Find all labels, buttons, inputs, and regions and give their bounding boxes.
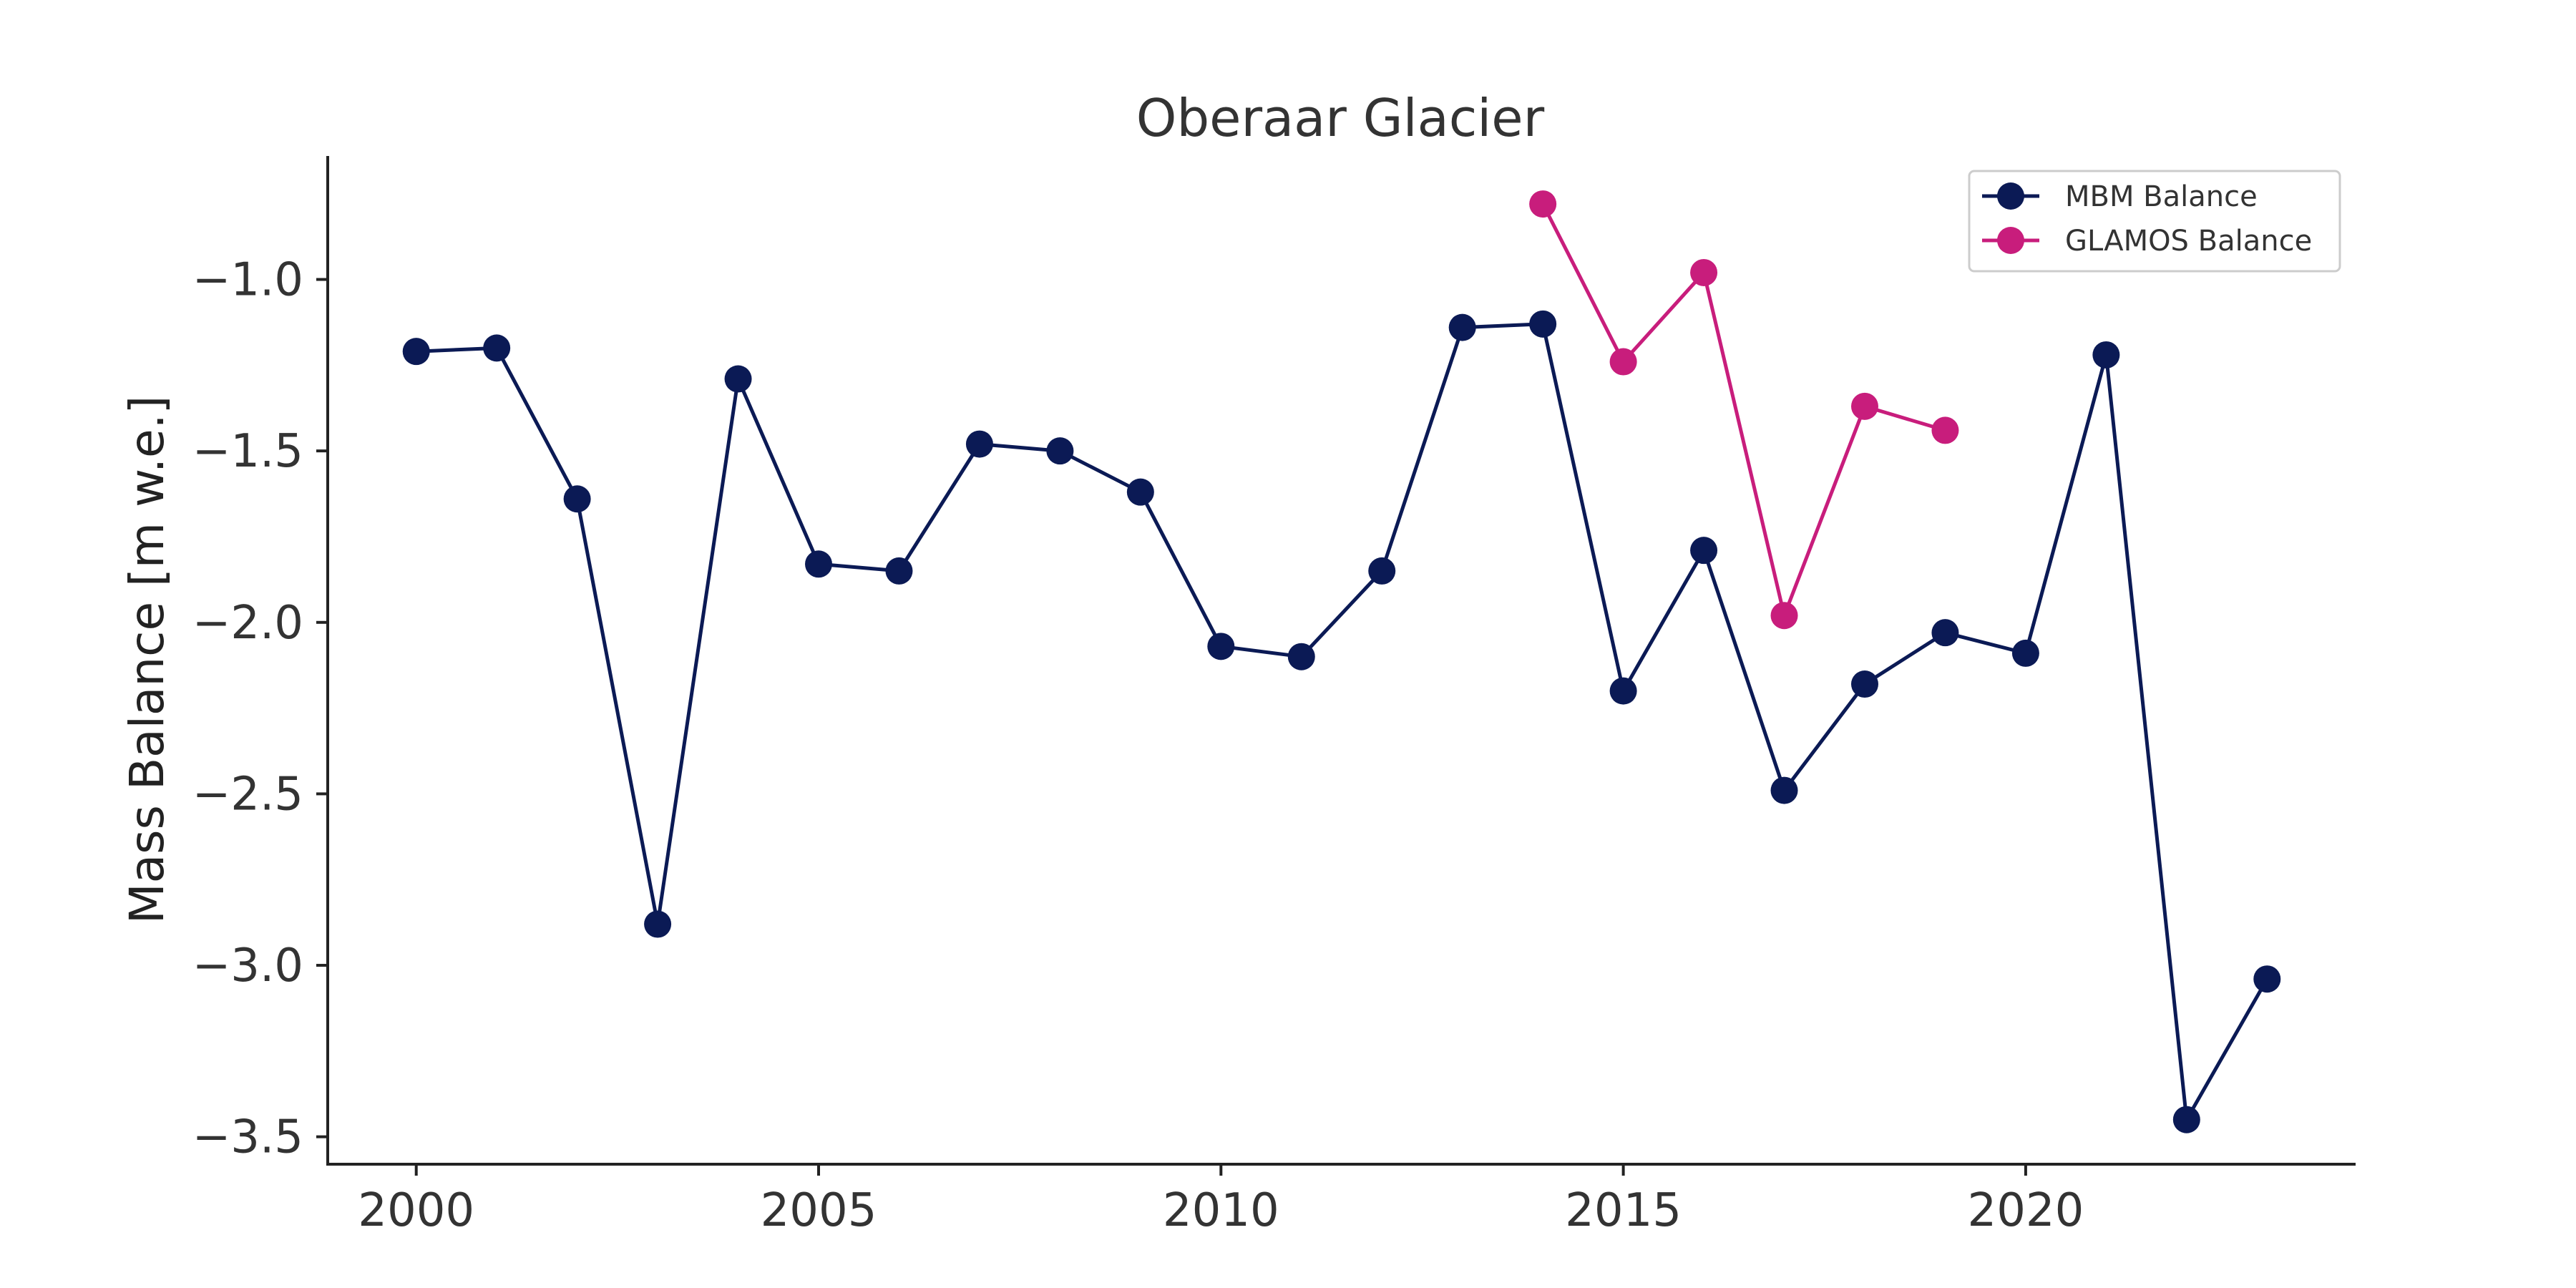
mbm-balance-point — [805, 550, 833, 578]
mbm-balance-point — [1690, 537, 1718, 565]
mbm-balance-point — [1609, 677, 1637, 705]
mbm-balance-point — [885, 557, 913, 585]
glamos-balance-line — [1541, 203, 1946, 618]
y-tick-label: −1.5 — [192, 425, 303, 478]
legend-marker-swatch — [1997, 182, 2024, 210]
glamos-balance-point — [1690, 258, 1718, 286]
mbm-balance-point — [2172, 1106, 2200, 1133]
x-tick-label: 2005 — [761, 1184, 877, 1237]
glamos-balance-point — [1770, 602, 1798, 630]
mbm-balance-point — [1207, 633, 1235, 660]
glamos-balance-point — [1850, 392, 1878, 420]
glamos-balance-point — [1931, 416, 1959, 444]
y-tick-label: −2.0 — [192, 597, 303, 650]
y-tick-label: −3.5 — [192, 1111, 303, 1164]
y-tick-label: −3.0 — [192, 940, 303, 992]
x-tick-label: 2015 — [1565, 1184, 1682, 1237]
series-layer — [402, 190, 2281, 1133]
legend-marker-swatch — [1997, 227, 2024, 254]
y-axis-label: Mass Balance [m w.e.] — [119, 396, 175, 924]
mbm-balance-point — [1850, 670, 1878, 698]
glamos-balance-point — [1529, 190, 1557, 218]
mbm-balance-line — [416, 322, 2269, 1122]
mbm-balance-point — [1368, 557, 1396, 585]
mbm-balance-series — [402, 310, 2281, 1133]
mbm-balance-point — [1931, 619, 1959, 647]
y-axis-ticks: −1.0 −1.5 −2.0 −2.5 −3.0 −3.5 — [192, 254, 328, 1164]
mbm-balance-point — [1770, 776, 1798, 804]
legend-item-glamos-balance: GLAMOS Balance — [1982, 225, 2312, 258]
x-axis-ticks: 2000 2005 2010 2015 2020 — [358, 1164, 2084, 1237]
mbm-balance-point — [965, 430, 993, 458]
glamos-balance-series — [1529, 190, 1959, 630]
y-tick-label: −2.5 — [192, 768, 303, 821]
legend-items: MBM Balance GLAMOS Balance — [1982, 180, 2312, 258]
glamos-balance-point — [1609, 348, 1637, 376]
mbm-balance-point — [1046, 437, 1074, 465]
legend-label: MBM Balance — [2065, 180, 2258, 213]
mbm-balance-point — [2011, 639, 2039, 667]
legend-label: GLAMOS Balance — [2065, 225, 2312, 258]
mbm-balance-point — [724, 365, 752, 393]
chart-title: Oberaar Glacier — [1136, 88, 1545, 148]
x-tick-label: 2010 — [1163, 1184, 1279, 1237]
mbm-balance-point — [483, 334, 511, 362]
x-tick-label: 2000 — [358, 1184, 474, 1237]
y-tick-label: −1.0 — [192, 254, 303, 307]
mbm-balance-point — [402, 338, 430, 366]
mbm-balance-point — [2092, 341, 2120, 369]
mbm-balance-point — [1126, 478, 1154, 506]
mbm-balance-point — [2253, 965, 2281, 993]
legend-item-mbm-balance: MBM Balance — [1982, 180, 2258, 213]
mbm-balance-point — [1287, 643, 1315, 670]
legend: MBM Balance GLAMOS Balance — [1968, 170, 2341, 273]
mbm-balance-point — [644, 910, 672, 938]
mbm-balance-point — [1448, 313, 1476, 341]
mbm-balance-point — [1529, 310, 1557, 338]
legend-box — [1968, 170, 2341, 273]
mbm-balance-point — [563, 485, 591, 513]
x-tick-label: 2020 — [1967, 1184, 2084, 1237]
